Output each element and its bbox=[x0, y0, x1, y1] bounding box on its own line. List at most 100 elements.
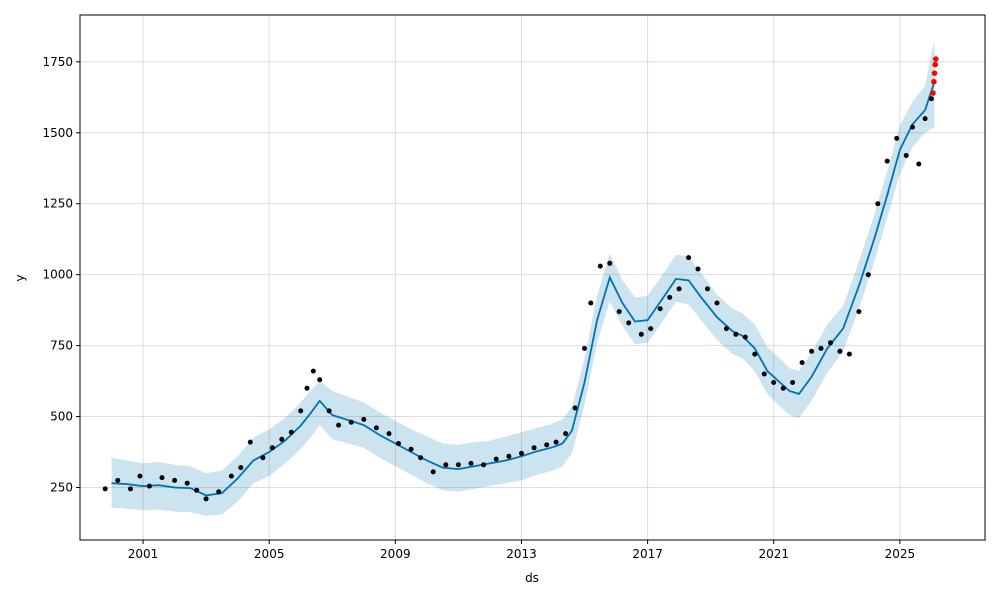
observed-point bbox=[865, 272, 871, 278]
observed-point bbox=[846, 351, 852, 357]
observed-point bbox=[544, 442, 550, 448]
observed-point bbox=[137, 473, 143, 479]
observed-point bbox=[288, 429, 294, 435]
y-tick-label: 500 bbox=[50, 410, 73, 424]
observed-point bbox=[714, 300, 720, 306]
x-tick-label: 2013 bbox=[506, 547, 537, 561]
observed-point bbox=[373, 425, 379, 431]
observed-point bbox=[588, 300, 594, 306]
observed-point bbox=[238, 465, 244, 471]
observed-point bbox=[247, 439, 253, 445]
observed-point bbox=[648, 326, 654, 332]
observed-point bbox=[228, 473, 234, 479]
uncertainty-band bbox=[111, 39, 935, 516]
observed-point bbox=[128, 486, 133, 492]
observed-point bbox=[790, 380, 796, 385]
x-tick-label: 2021 bbox=[758, 547, 789, 561]
observed-points bbox=[102, 96, 934, 502]
x-tick-label: 2025 bbox=[885, 547, 916, 561]
observed-point bbox=[676, 286, 682, 292]
observed-point bbox=[818, 345, 824, 351]
observed-point bbox=[761, 371, 767, 377]
x-tick-label: 2009 bbox=[380, 547, 411, 561]
observed-point bbox=[626, 320, 632, 326]
observed-point bbox=[771, 380, 777, 385]
observed-point bbox=[386, 431, 392, 437]
x-tick-label: 2001 bbox=[128, 547, 159, 561]
observed-point bbox=[443, 462, 449, 468]
observed-point bbox=[279, 436, 285, 442]
observed-point bbox=[519, 450, 524, 456]
observed-point bbox=[194, 487, 200, 493]
x-tick-label: 2005 bbox=[254, 547, 285, 561]
observed-point bbox=[430, 469, 436, 475]
observed-point bbox=[310, 368, 316, 374]
uncertainty-area bbox=[111, 39, 935, 516]
y-tick-label: 250 bbox=[50, 481, 73, 495]
observed-point bbox=[809, 348, 815, 354]
observed-point bbox=[184, 480, 190, 486]
y-tick-label: 1000 bbox=[42, 268, 73, 282]
plot-frame bbox=[79, 14, 986, 541]
observed-point bbox=[298, 408, 304, 414]
observed-point bbox=[418, 455, 424, 461]
observed-point bbox=[172, 477, 178, 483]
holdout-point bbox=[931, 78, 937, 85]
y-tick-label: 1750 bbox=[42, 55, 73, 69]
x-tick-label: 2017 bbox=[632, 547, 663, 561]
observed-point bbox=[396, 441, 401, 446]
observed-point bbox=[468, 460, 474, 466]
observed-point bbox=[856, 309, 862, 315]
observed-point bbox=[348, 419, 354, 425]
y-axis-label: y bbox=[13, 274, 27, 281]
observed-point bbox=[203, 496, 209, 502]
observed-point bbox=[780, 385, 786, 391]
observed-point bbox=[159, 475, 165, 481]
observed-point bbox=[506, 453, 512, 459]
observed-point bbox=[910, 124, 915, 130]
observed-point bbox=[597, 263, 603, 269]
observed-point bbox=[638, 331, 644, 337]
observed-point bbox=[455, 462, 461, 468]
observed-point bbox=[705, 286, 710, 292]
observed-point bbox=[481, 462, 487, 468]
observed-point bbox=[903, 153, 909, 158]
observed-point bbox=[667, 294, 673, 300]
holdout-point bbox=[931, 70, 938, 76]
y-tick-label: 1500 bbox=[42, 126, 73, 140]
holdout-point bbox=[930, 90, 936, 96]
observed-point bbox=[553, 439, 559, 445]
observed-point bbox=[260, 455, 266, 461]
observed-point bbox=[326, 408, 332, 414]
observed-point bbox=[572, 405, 578, 411]
observed-point bbox=[146, 483, 152, 489]
observed-point bbox=[493, 456, 499, 462]
observed-point bbox=[752, 351, 758, 357]
observed-point bbox=[657, 306, 663, 312]
x-axis-label: ds bbox=[525, 571, 539, 585]
forecast-line bbox=[111, 81, 936, 497]
observed-point bbox=[115, 477, 121, 483]
observed-point bbox=[922, 116, 928, 122]
observed-point bbox=[317, 377, 323, 383]
observed-point bbox=[531, 445, 537, 451]
y-axis-ticks: 250 500 750 1000 1250 1500 1750 bbox=[42, 55, 80, 495]
observed-point bbox=[837, 348, 843, 354]
observed-point bbox=[928, 96, 934, 102]
observed-point bbox=[336, 422, 342, 428]
observed-point bbox=[102, 486, 108, 492]
grid bbox=[80, 15, 985, 540]
observed-point bbox=[723, 326, 729, 332]
holdout-point bbox=[932, 61, 938, 68]
observed-point bbox=[916, 161, 922, 167]
holdout-points bbox=[930, 56, 939, 96]
observed-point bbox=[733, 331, 739, 337]
observed-point bbox=[799, 360, 805, 366]
observed-point bbox=[884, 158, 890, 164]
x-axis-ticks: 2001 2005 2009 2013 2017 2021 2025 bbox=[128, 540, 915, 561]
forecast-series-line bbox=[111, 81, 936, 497]
y-tick-label: 750 bbox=[50, 339, 73, 353]
